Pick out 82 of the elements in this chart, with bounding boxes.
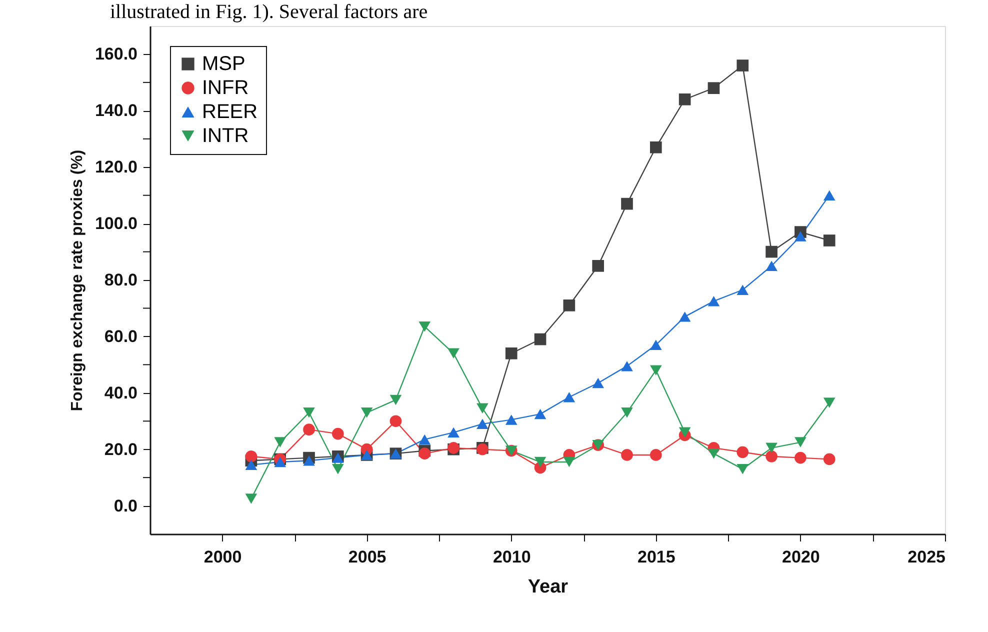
point (678, 93, 691, 106)
x-tick-label: 2020 (782, 548, 820, 566)
x-tick-label: 2025 (908, 548, 946, 566)
y-tick-label: 140.0 (94, 101, 138, 120)
legend-label: INFR (202, 77, 249, 99)
x-tick-label: 2015 (637, 548, 676, 566)
point (766, 246, 778, 258)
point (303, 408, 315, 418)
point (332, 464, 344, 474)
point (390, 415, 402, 428)
point (303, 456, 315, 466)
point (360, 408, 373, 418)
point (563, 299, 576, 312)
point (678, 312, 691, 322)
y-axis-title: Foreign exchange rate proxies (%) (68, 150, 86, 412)
point (736, 284, 749, 295)
point (534, 333, 546, 346)
y-tick-label: 80.0 (104, 270, 138, 290)
point (794, 231, 806, 242)
point (650, 141, 662, 154)
point (332, 452, 344, 463)
x-tick-label: 2005 (348, 548, 386, 566)
point (823, 234, 836, 246)
y-tick-label: 0.0 (114, 496, 138, 516)
point (418, 434, 431, 445)
y-tick-label: 60.0 (104, 326, 138, 346)
x-axis-title: Year (528, 576, 569, 598)
legend-label: MSP (202, 53, 246, 75)
point (303, 424, 315, 436)
point (678, 427, 691, 438)
point (245, 460, 258, 470)
point (621, 198, 633, 210)
point (708, 82, 720, 94)
text: illustrated in Fig. 1). Several factors are (110, 1, 428, 23)
point (274, 437, 286, 448)
point (274, 456, 286, 468)
point (794, 437, 806, 448)
point (245, 450, 258, 462)
y-tick-label: 20.0 (104, 440, 138, 459)
point (823, 398, 836, 408)
point (534, 456, 546, 468)
legend-label: REER (202, 101, 258, 123)
point (823, 190, 836, 200)
y-tick-label: 100.0 (94, 214, 138, 234)
point (418, 321, 431, 332)
x-tick-label: 2010 (492, 548, 531, 566)
point (736, 446, 749, 458)
point (563, 456, 576, 468)
point (736, 464, 749, 474)
point (563, 392, 576, 402)
point (766, 260, 778, 272)
point (448, 427, 460, 438)
point (448, 348, 460, 358)
point (332, 428, 344, 440)
point (823, 453, 836, 466)
y-tick-label: 160.0 (94, 44, 138, 64)
point (476, 418, 488, 430)
point (736, 60, 749, 72)
y-tick-label: 40.0 (104, 383, 138, 402)
point (650, 449, 662, 461)
point (592, 260, 604, 272)
point (766, 442, 778, 454)
point (505, 347, 518, 360)
point (621, 449, 633, 461)
point (476, 403, 488, 414)
point (708, 296, 720, 306)
point (534, 408, 546, 420)
point (390, 394, 402, 406)
point (650, 340, 662, 350)
y-tick-label: 120.0 (94, 158, 138, 177)
legend-label: INTR (202, 125, 249, 147)
point (245, 494, 258, 504)
point (592, 378, 604, 388)
x-tick-label: 2000 (204, 548, 242, 566)
point (621, 360, 633, 372)
point (766, 450, 778, 462)
point (650, 365, 662, 376)
point (621, 408, 633, 418)
point (794, 452, 806, 464)
point (505, 414, 518, 425)
point (418, 448, 431, 460)
point (708, 448, 720, 459)
